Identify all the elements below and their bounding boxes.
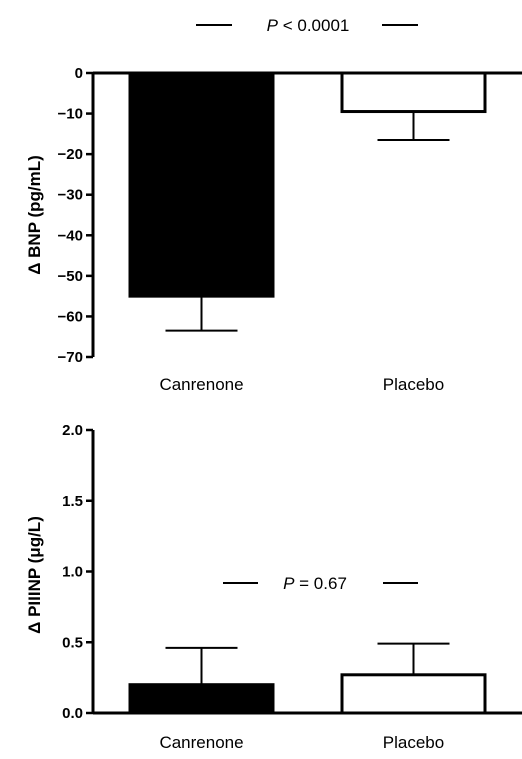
category-label: Canrenone — [159, 375, 243, 394]
bar-placebo — [340, 71, 487, 114]
category-label: Placebo — [383, 733, 444, 752]
y-axis-title: Δ BNP (pg/mL) — [25, 155, 44, 275]
y-tick-label: 0 — [75, 65, 83, 82]
bar-canrenone — [128, 683, 275, 715]
y-tick-label: 0.5 — [62, 634, 83, 651]
y-tick-label: 1.5 — [62, 493, 83, 510]
y-tick-label: 1.0 — [62, 564, 83, 581]
y-tick-label: −40 — [58, 227, 83, 244]
bottom-chart-piiinp: Δ PIIINP (μg/L) 0.0 0.5 1.0 1.5 2.0 Canrenone P… — [25, 422, 522, 752]
bar-placebo — [340, 673, 487, 715]
y-tick-label: 2.0 — [62, 422, 83, 439]
y-tick-label: 0.0 — [62, 705, 83, 722]
y-tick-label: −10 — [58, 106, 83, 123]
y-tick-label: −30 — [58, 187, 83, 204]
y-tick-label: −60 — [58, 308, 83, 325]
category-label: Canrenone — [159, 733, 243, 752]
p-value-annotation: P = 0.67 — [283, 574, 347, 593]
y-tick-label: −70 — [58, 349, 83, 366]
y-axis-title: Δ PIIINP (μg/L) — [25, 516, 44, 634]
p-value-annotation: P < 0.0001 — [267, 16, 350, 35]
category-label: Placebo — [383, 375, 444, 394]
y-tick-label: −50 — [58, 268, 83, 285]
top-chart-bnp: Δ BNP (pg/mL) 0 −10 −20 −30 −40 −50 −60 −70 Canre… — [25, 16, 522, 394]
bar-canrenone — [128, 71, 275, 298]
y-tick-label: −20 — [58, 146, 83, 163]
